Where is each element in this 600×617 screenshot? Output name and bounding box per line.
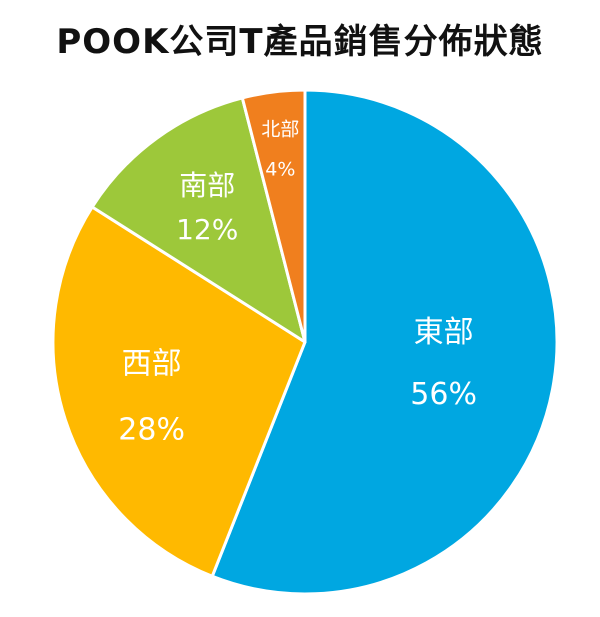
slice-name-label: 西部 bbox=[122, 346, 182, 381]
slice-percent-label: 4% bbox=[265, 159, 295, 181]
pie-slice-3 bbox=[90, 96, 307, 344]
pie-slice-4 bbox=[240, 88, 307, 344]
slice-name-label: 東部 bbox=[414, 315, 474, 350]
pie-slice-2 bbox=[51, 205, 307, 578]
pie-slices bbox=[51, 88, 559, 596]
slice-name-label: 南部 bbox=[179, 169, 235, 202]
slice-percent-label: 12% bbox=[176, 213, 238, 246]
slice-percent-label: 28% bbox=[118, 412, 185, 447]
pie-slice-1 bbox=[210, 88, 559, 596]
pie-labels: 東部 56% 西部 28% 南部 12% 北部 4% bbox=[118, 119, 477, 448]
slice-percent-label: 56% bbox=[410, 377, 477, 412]
chart-title: POOK公司T產品銷售分佈狀態 bbox=[56, 22, 544, 62]
slice-name-label: 北部 bbox=[261, 119, 299, 141]
